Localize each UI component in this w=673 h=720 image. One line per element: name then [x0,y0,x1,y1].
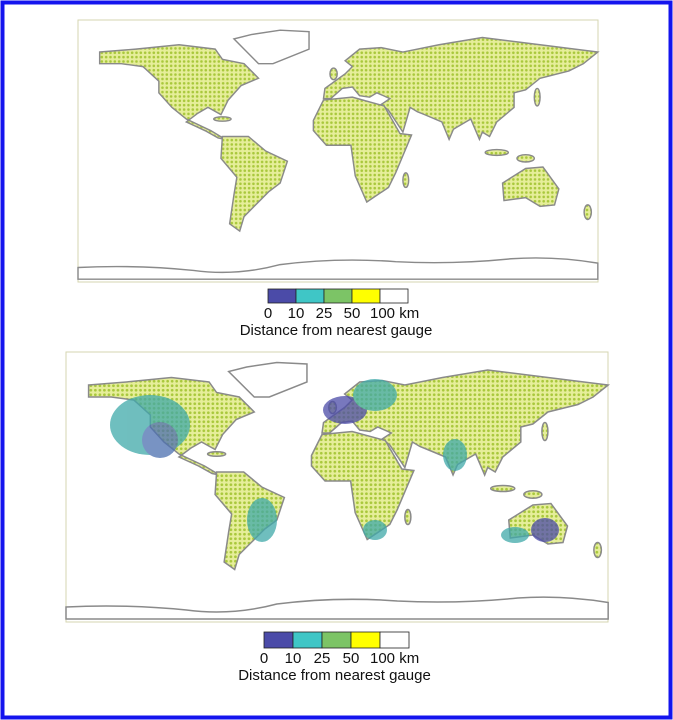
colorbar-swatch [351,288,381,304]
colorbar-tick-label: 0 [260,650,268,667]
colorbar-tick-label: 25 [316,305,333,322]
colorbar-tick-label: 100 km [370,305,419,322]
colorbar-swatch [379,631,410,649]
colorbar-swatch [323,288,353,304]
map-top [77,19,599,283]
colorbar-swatch [292,631,323,649]
colorbar-tick-label: 25 [314,650,331,667]
colorbar-swatch [267,288,297,304]
colorbar-label: Distance from nearest gauge [240,322,433,339]
colorbar-swatch [263,631,294,649]
colorbar-swatch [350,631,381,649]
map-bottom [65,351,609,623]
colorbar-swatch [321,631,352,649]
colorbar-tick-label: 10 [288,305,305,322]
colorbar-tick-label: 100 km [370,650,419,667]
colorbar-label: Distance from nearest gauge [238,667,431,684]
colorbar-swatch [379,288,409,304]
colorbar-tick-label: 50 [344,305,361,322]
colorbar-tick-label: 50 [343,650,360,667]
colorbar-tick-label: 0 [264,305,272,322]
colorbar-swatch [295,288,325,304]
colorbar-tick-label: 10 [285,650,302,667]
